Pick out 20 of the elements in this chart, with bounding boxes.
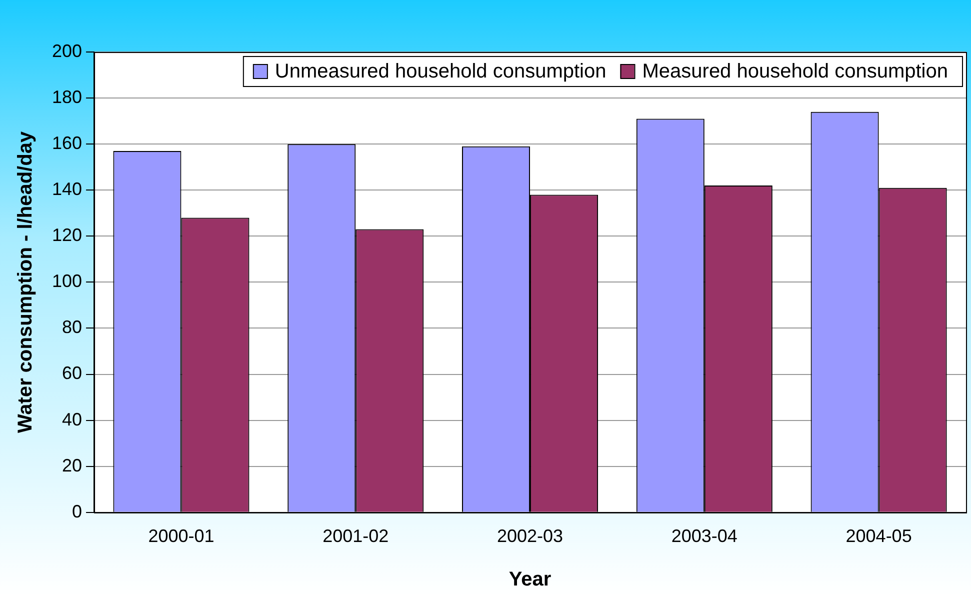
x-tick-label: 2004-05 <box>846 526 912 546</box>
x-tick-label: 2002-03 <box>496 526 564 546</box>
x-tick-label: 2001-02 <box>322 526 389 546</box>
y-tick-label: 200 <box>52 40 82 61</box>
y-tick-label: 20 <box>62 455 82 476</box>
y-tick-label: 100 <box>52 271 82 292</box>
x-tick-label: 2003-04 <box>671 526 738 546</box>
legend-label: Unmeasured household consumption <box>274 60 606 83</box>
y-tick-label: 80 <box>62 317 82 338</box>
y-tick-label: 0 <box>72 501 82 522</box>
y-tick-label: 140 <box>52 179 82 200</box>
y-axis-title: Water consumption - l/head/day <box>14 130 37 433</box>
y-tick-label: 160 <box>52 133 82 154</box>
y-tick-label: 60 <box>62 363 82 384</box>
x-tick-label: 2000-01 <box>148 526 214 546</box>
y-tick-label: 40 <box>62 409 82 430</box>
x-axis-title: Year <box>508 568 552 591</box>
y-tick-label: 180 <box>52 87 82 108</box>
y-tick-label: 120 <box>52 225 82 246</box>
legend-label: Measured household consumption <box>642 60 948 83</box>
